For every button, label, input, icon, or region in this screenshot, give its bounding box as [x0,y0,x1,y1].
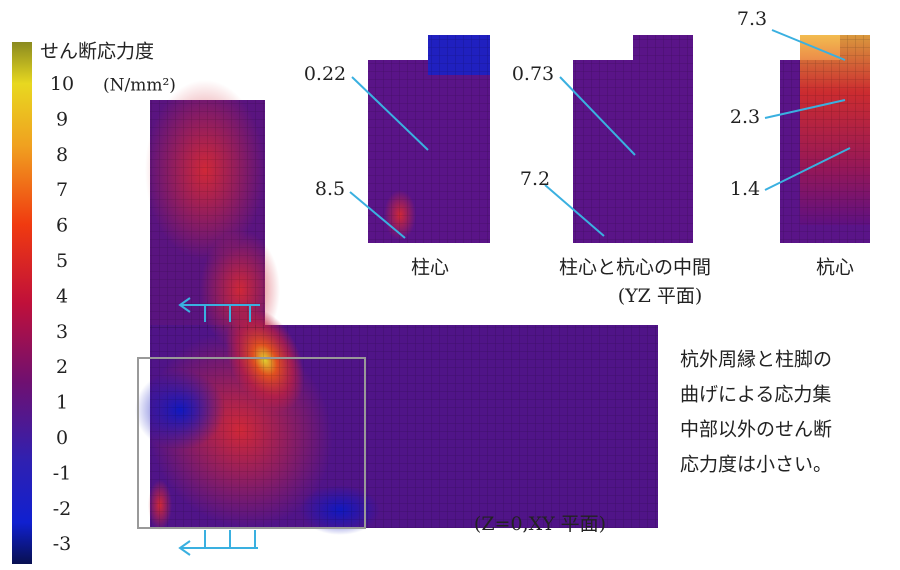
legend-tick-label: 10 [50,73,74,95]
annotation: 0.22 [304,63,346,85]
legend-tick-label: -1 [53,462,72,484]
panel-label: 柱心と杭心の中間 [559,257,711,279]
annotation: 0.73 [512,63,554,85]
legend-title: せん断応力度 [40,41,154,63]
legend-tick-label: -3 [53,533,72,555]
annotation: 8.5 [315,178,345,200]
legend-tick-label: 2 [56,356,68,378]
panel-label: 柱心 [411,257,449,279]
plane-label: (Z=0,XY 平面) [474,513,606,535]
annotation: 7.2 [520,168,550,190]
legend-tick-label: 7 [56,179,68,201]
note-line: 中部以外のせん断 [680,419,832,441]
legend-tick-label: -2 [53,498,72,520]
annotation: 7.3 [737,8,767,30]
legend-tick-label: 0 [56,427,68,449]
legend-tick-label: 4 [56,285,68,307]
legend-tick-label: 8 [56,144,68,166]
legend-tick-label: 9 [56,108,68,130]
note-line: 杭外周縁と柱脚の [680,349,832,371]
legend-tick-label: 6 [56,215,68,237]
yz-panels [350,30,870,243]
panel-label: 杭心 [816,257,854,279]
note-line: 曲げによる応力集 [680,384,831,406]
annotation: 2.3 [730,106,760,128]
legend-tick-label: 3 [56,321,68,343]
legend-tick-label: 5 [56,250,68,272]
note-line: 応力度は小さい。 [680,454,832,476]
legend-tick-label: 1 [56,392,68,414]
annotation: 1.4 [730,178,760,200]
legend-unit: (N/mm²) [103,76,176,96]
colorbar-bar [12,42,32,564]
plane-label: (YZ 平面) [618,285,703,307]
figure: せん断応力度 (N/mm²) 柱心 柱心と杭心の中間 杭心 (YZ 平面) (Z… [0,0,900,570]
